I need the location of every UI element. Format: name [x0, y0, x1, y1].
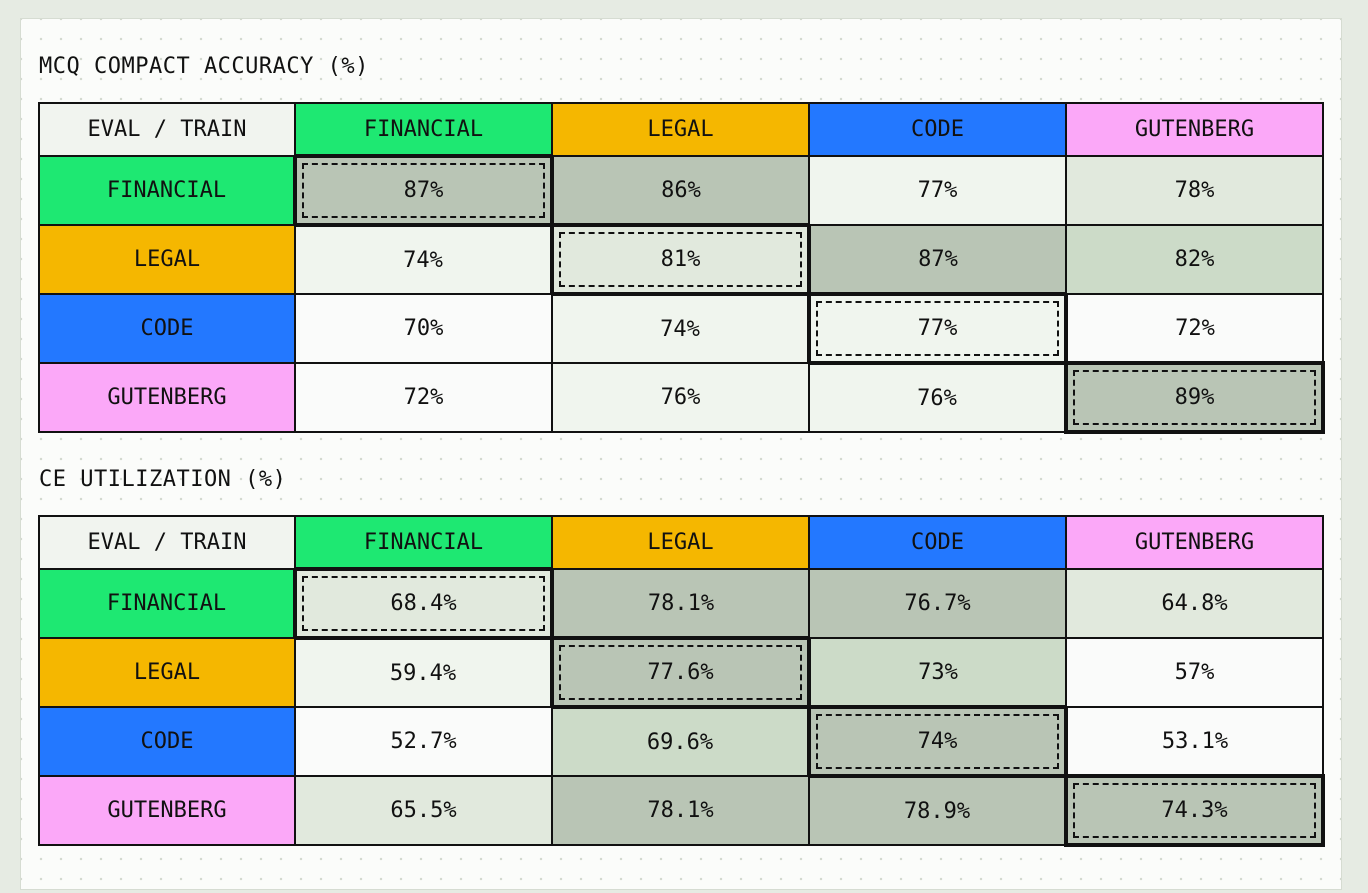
- column-header-gutenberg: GUTENBERG: [1065, 102, 1324, 157]
- heat-cell: 53.1%: [1065, 706, 1324, 777]
- corner-label: EVAL / TRAIN: [38, 102, 296, 157]
- heat-cell: 87%: [808, 224, 1067, 295]
- row-header-legal: LEGAL: [38, 637, 296, 708]
- heat-cell: 86%: [551, 155, 810, 226]
- row-header-financial: FINANCIAL: [38, 568, 296, 639]
- heat-cell-diagonal: 74%: [807, 705, 1068, 778]
- heat-cell-diagonal: 87%: [293, 154, 554, 227]
- heat-cell: 76%: [551, 362, 810, 433]
- column-header-financial: FINANCIAL: [294, 515, 553, 570]
- heat-cell: 72%: [294, 362, 553, 433]
- heat-cell: 74%: [551, 293, 810, 364]
- heat-cell: 52.7%: [294, 706, 553, 777]
- row-header-code: CODE: [38, 706, 296, 777]
- chart-title-mcq-accuracy: MCQ COMPACT ACCURACY (%): [39, 54, 369, 79]
- corner-label: EVAL / TRAIN: [38, 515, 296, 570]
- column-header-gutenberg: GUTENBERG: [1065, 515, 1324, 570]
- heat-cell: 76.7%: [808, 568, 1067, 639]
- heat-cell: 59.4%: [294, 637, 553, 708]
- heat-cell: 76%: [808, 362, 1067, 433]
- heat-cell: 78.1%: [551, 568, 810, 639]
- heat-cell: 65.5%: [294, 775, 553, 846]
- row-header-financial: FINANCIAL: [38, 155, 296, 226]
- heat-cell-diagonal: 68.4%: [293, 567, 554, 640]
- heat-cell: 77%: [808, 155, 1067, 226]
- column-header-legal: LEGAL: [551, 102, 810, 157]
- heat-cell: 82%: [1065, 224, 1324, 295]
- column-header-legal: LEGAL: [551, 515, 810, 570]
- row-header-legal: LEGAL: [38, 224, 296, 295]
- heat-cell-diagonal: 81%: [550, 223, 811, 296]
- heat-cell-diagonal: 77.6%: [550, 636, 811, 709]
- heat-cell-diagonal: 77%: [807, 292, 1068, 365]
- heat-cell: 64.8%: [1065, 568, 1324, 639]
- column-header-code: CODE: [808, 515, 1067, 570]
- heat-cell: 70%: [294, 293, 553, 364]
- chart-title-ce-utilization: CE UTILIZATION (%): [39, 467, 287, 492]
- heatmap-ce-utilization: EVAL / TRAIN FINANCIAL LEGAL CODE GUTENB…: [38, 515, 1325, 847]
- heat-cell-diagonal: 74.3%: [1064, 774, 1325, 847]
- heatmap-mcq-accuracy: EVAL / TRAIN FINANCIAL LEGAL CODE GUTENB…: [38, 102, 1325, 434]
- heat-cell: 69.6%: [551, 706, 810, 777]
- row-header-code: CODE: [38, 293, 296, 364]
- heat-cell: 78.9%: [808, 775, 1067, 846]
- row-header-gutenberg: GUTENBERG: [38, 362, 296, 433]
- heat-cell-diagonal: 89%: [1064, 361, 1325, 434]
- row-header-gutenberg: GUTENBERG: [38, 775, 296, 846]
- heat-cell: 78%: [1065, 155, 1324, 226]
- heat-cell: 72%: [1065, 293, 1324, 364]
- heat-cell: 78.1%: [551, 775, 810, 846]
- column-header-code: CODE: [808, 102, 1067, 157]
- heat-cell: 73%: [808, 637, 1067, 708]
- heat-cell: 57%: [1065, 637, 1324, 708]
- column-header-financial: FINANCIAL: [294, 102, 553, 157]
- heat-cell: 74%: [294, 224, 553, 295]
